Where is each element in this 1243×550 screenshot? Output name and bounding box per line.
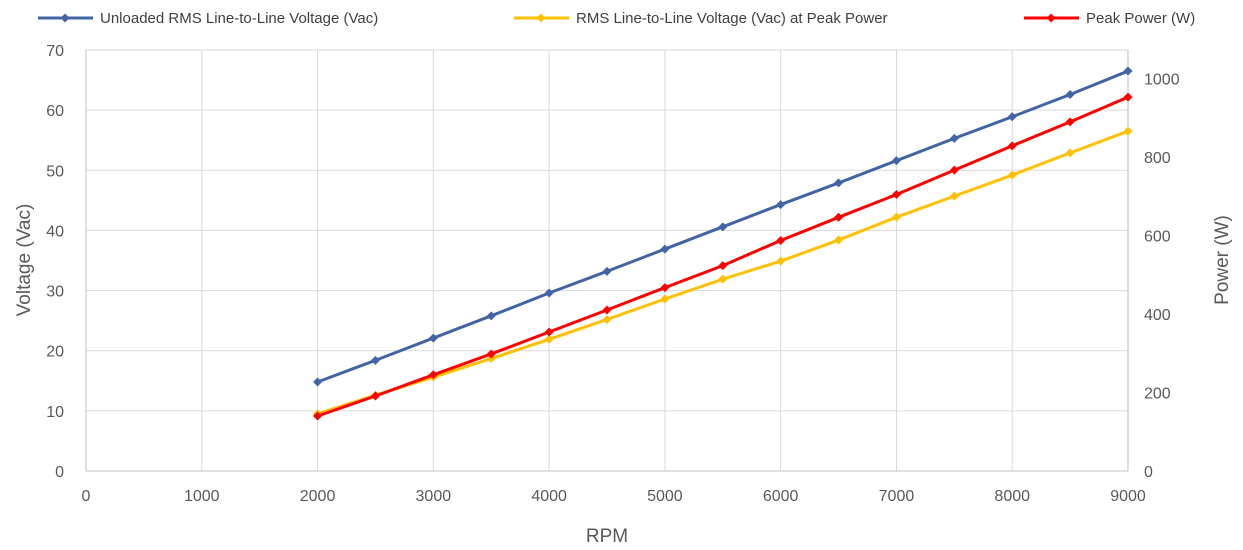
- data-point-marker: [1007, 141, 1017, 151]
- x-tick-label: 4000: [531, 488, 567, 505]
- legend-item-2: RMS Line-to-Line Voltage (Vac) at Peak P…: [514, 10, 888, 27]
- data-point-marker: [660, 294, 670, 304]
- data-point-marker: [1065, 90, 1075, 100]
- data-point-marker: [602, 266, 612, 276]
- series-1: [313, 66, 1133, 387]
- data-point-marker: [776, 200, 786, 210]
- legend-swatch-marker: [60, 13, 70, 23]
- data-point-marker: [428, 333, 438, 343]
- y-left-tick-label: 10: [46, 404, 64, 421]
- x-tick-label: 9000: [1110, 488, 1146, 505]
- y-left-tick-label: 70: [46, 43, 64, 60]
- data-point-marker: [486, 349, 496, 359]
- legend-swatch-marker: [536, 13, 546, 23]
- data-point-marker: [1007, 112, 1017, 122]
- x-axis-title: RPM: [586, 526, 628, 547]
- data-point-marker: [1123, 66, 1133, 76]
- data-point-marker: [660, 283, 670, 293]
- y-left-tick-label: 0: [55, 464, 64, 481]
- y-right-tick-label: 200: [1144, 385, 1171, 402]
- legend-label: RMS Line-to-Line Voltage (Vac) at Peak P…: [576, 10, 888, 27]
- y-right-tick-label: 400: [1144, 307, 1171, 324]
- data-point-marker: [834, 235, 844, 245]
- data-point-marker: [949, 165, 959, 175]
- data-point-marker: [1123, 92, 1133, 102]
- y-left-tick-label: 40: [46, 223, 64, 240]
- data-point-marker: [544, 334, 554, 344]
- x-tick-label: 8000: [994, 488, 1030, 505]
- data-point-marker: [776, 256, 786, 266]
- legend-item-3: Peak Power (W): [1024, 10, 1195, 27]
- data-point-marker: [718, 261, 728, 271]
- data-point-marker: [370, 355, 380, 365]
- x-tick-label: 3000: [416, 488, 452, 505]
- data-point-marker: [949, 191, 959, 201]
- data-point-marker: [313, 411, 323, 421]
- data-point-marker: [313, 377, 323, 387]
- data-point-marker: [718, 222, 728, 232]
- data-point-marker: [834, 212, 844, 222]
- grid-lines: [86, 49, 1129, 471]
- legend-label: Unloaded RMS Line-to-Line Voltage (Vac): [100, 10, 378, 27]
- data-point-marker: [1007, 170, 1017, 180]
- y-left-tick-label: 60: [46, 103, 64, 120]
- x-tick-label: 5000: [647, 488, 683, 505]
- data-point-marker: [428, 370, 438, 380]
- data-point-marker: [544, 327, 554, 337]
- x-tick-label: 7000: [879, 488, 915, 505]
- data-point-marker: [370, 391, 380, 401]
- y-left-tick-label: 50: [46, 163, 64, 180]
- legend: Unloaded RMS Line-to-Line Voltage (Vac) R…: [38, 10, 1195, 27]
- data-point-marker: [602, 314, 612, 324]
- legend-swatch-marker: [1046, 13, 1056, 23]
- data-point-marker: [1065, 148, 1075, 158]
- y-left-tick-label: 20: [46, 344, 64, 361]
- data-point-marker: [776, 235, 786, 245]
- legend-label: Peak Power (W): [1086, 10, 1195, 27]
- data-point-marker: [1065, 117, 1075, 127]
- y-right-tick-label: 0: [1144, 464, 1153, 481]
- data-point-marker: [891, 212, 901, 222]
- series-line: [317, 95, 1129, 418]
- legend-item-1: Unloaded RMS Line-to-Line Voltage (Vac): [38, 10, 378, 27]
- data-point-marker: [544, 288, 554, 298]
- x-tick-label: 6000: [763, 488, 799, 505]
- data-point-marker: [949, 133, 959, 143]
- data-point-marker: [718, 274, 728, 284]
- data-point-marker: [834, 178, 844, 188]
- y-right-tick-label: 800: [1144, 150, 1171, 167]
- data-point-marker: [486, 311, 496, 321]
- x-tick-label: 1000: [184, 488, 220, 505]
- series-3: [313, 92, 1133, 421]
- y-right-tick-label: 1000: [1144, 71, 1180, 88]
- axes: 0 1000 2000 3000 4000 5000 6000 7000 8000 9000010…: [46, 43, 1179, 505]
- y-left-tick-label: 30: [46, 284, 64, 301]
- data-point-marker: [660, 244, 670, 254]
- y-axis-left-title: Voltage (Vac): [14, 204, 35, 317]
- data-point-marker: [1123, 126, 1133, 136]
- data-point-marker: [891, 156, 901, 166]
- series-lines: [313, 66, 1133, 421]
- data-point-marker: [602, 305, 612, 315]
- y-right-tick-label: 600: [1144, 228, 1171, 245]
- x-tick-label: 0: [82, 488, 91, 505]
- data-point-marker: [891, 190, 901, 200]
- x-tick-label: 2000: [300, 488, 336, 505]
- y-axis-right-title: Power (W): [1212, 215, 1233, 305]
